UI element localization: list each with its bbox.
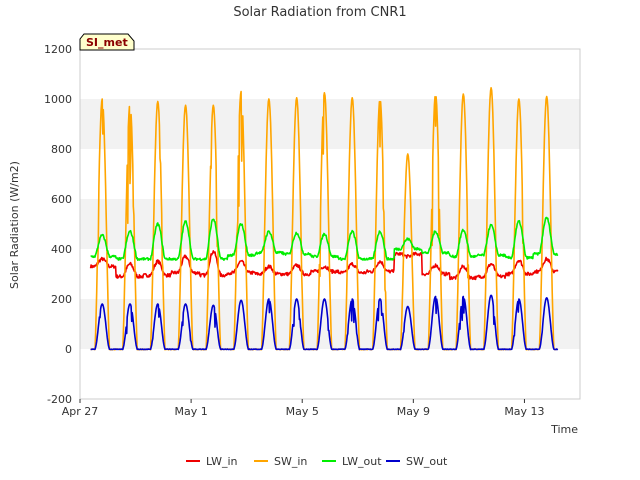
y-tick-label: 400 bbox=[51, 243, 72, 256]
legend-label: SW_out bbox=[406, 455, 448, 468]
x-axis: Apr 27 May 1 May 5 May 9 May 13 bbox=[62, 399, 545, 418]
chart-title: Solar Radiation from CNR1 bbox=[233, 5, 406, 20]
grid-bands bbox=[80, 49, 580, 399]
legend: LW_in SW_in LW_out SW_out bbox=[186, 455, 448, 468]
legend-label: SW_in bbox=[274, 455, 307, 468]
series-layer bbox=[89, 87, 559, 351]
x-tick-label: May 5 bbox=[286, 405, 319, 418]
y-tick-label: 0 bbox=[65, 343, 72, 356]
x-tick-label: May 9 bbox=[397, 405, 430, 418]
y-tick-label: 1000 bbox=[44, 93, 72, 106]
series-line-lw-out bbox=[90, 216, 559, 261]
x-tick-label: May 13 bbox=[504, 405, 544, 418]
y-tick-label: 800 bbox=[51, 143, 72, 156]
grid-band bbox=[80, 99, 580, 149]
x-axis-label: Time bbox=[550, 423, 578, 436]
grid-band bbox=[80, 149, 580, 199]
station-badge: SI_met bbox=[79, 33, 135, 51]
y-tick-label: -200 bbox=[47, 393, 72, 406]
plot-frame bbox=[79, 48, 581, 400]
grid-band bbox=[80, 49, 580, 99]
station-badge-label: SI_met bbox=[86, 36, 128, 49]
y-tick-label: 1200 bbox=[44, 43, 72, 56]
y-tick-label: 600 bbox=[51, 193, 72, 206]
y-tick-label: 200 bbox=[51, 293, 72, 306]
series-line-lw-in bbox=[89, 250, 559, 281]
grid-band bbox=[80, 199, 580, 249]
grid-band bbox=[80, 349, 580, 399]
x-tick-label: May 1 bbox=[174, 405, 207, 418]
x-tick-label: Apr 27 bbox=[62, 405, 99, 418]
legend-label: LW_in bbox=[206, 455, 238, 468]
series-line-sw-out bbox=[90, 294, 559, 351]
y-axis: -200 0 200 400 600 800 1000 1200 bbox=[44, 43, 72, 406]
y-axis-label: Solar Radiation (W/m2) bbox=[8, 161, 21, 289]
legend-label: LW_out bbox=[342, 455, 382, 468]
